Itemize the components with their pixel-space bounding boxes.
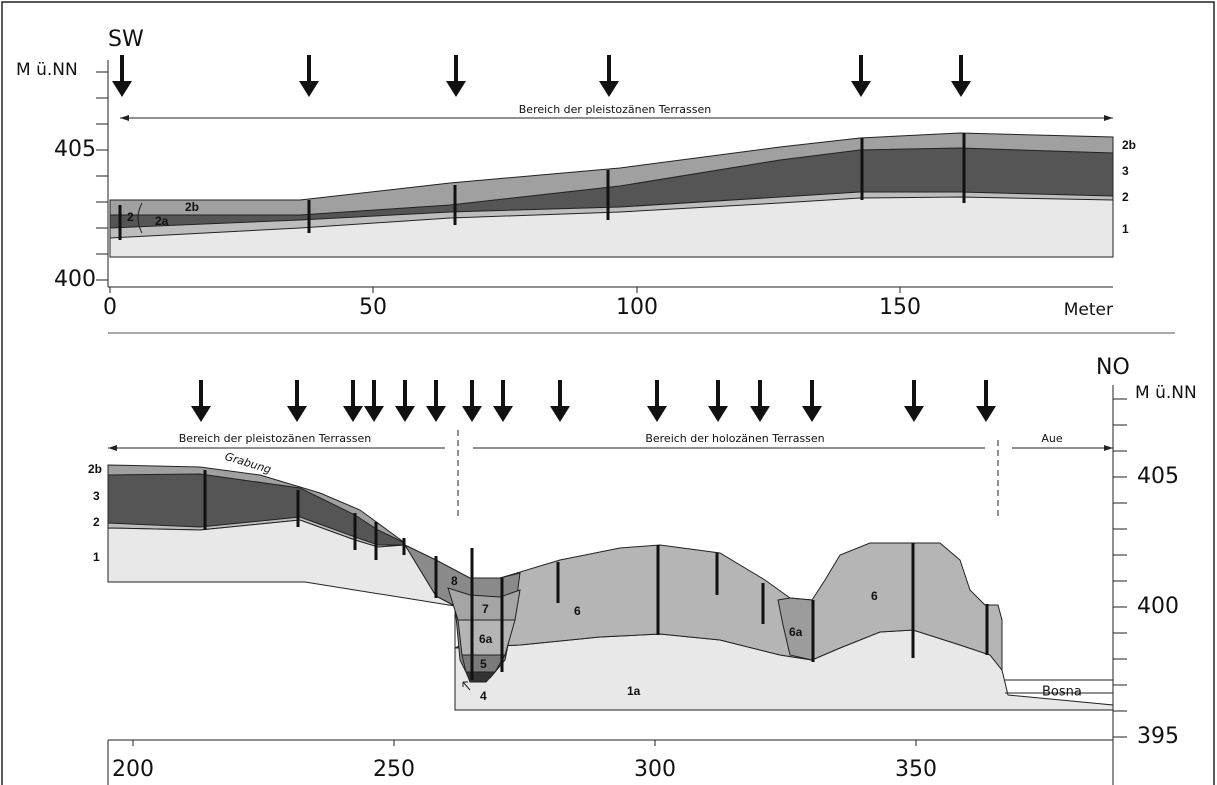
arrow-head	[904, 406, 924, 422]
arrow-head	[191, 406, 211, 422]
y-unit: M ü.NN	[1135, 383, 1197, 403]
arrow-head	[395, 406, 415, 422]
inner-label: 2a	[155, 214, 169, 228]
inner-label: 2b	[185, 200, 199, 214]
inner-label: 6a	[789, 625, 803, 639]
x-tick-label: 200	[112, 757, 154, 782]
layer-label: 2	[1122, 190, 1129, 204]
inner-label: 2	[127, 210, 134, 224]
direction: SW	[108, 27, 144, 52]
range-head	[120, 115, 129, 121]
arrow-head	[976, 406, 996, 422]
layer-label: 2	[93, 515, 100, 529]
inner-label: 8	[451, 574, 458, 588]
arrow-head	[599, 81, 619, 97]
arrow-head	[750, 406, 770, 422]
y-unit: M ü.NN	[16, 60, 78, 80]
x-tick-label: 100	[616, 295, 658, 320]
arrow-head	[462, 406, 482, 422]
arrow-head	[426, 406, 446, 422]
arrow-head	[446, 81, 466, 97]
y-tick-label: 405	[1137, 464, 1179, 489]
arrow-head	[851, 81, 871, 97]
x-tick-label: 50	[359, 295, 387, 320]
range-head	[1104, 445, 1113, 451]
arrow-head	[550, 406, 570, 422]
x-tick-label: 150	[879, 295, 921, 320]
x-unit: Meter	[1064, 300, 1113, 320]
inner-label: 6	[871, 589, 878, 603]
x-tick-label: 0	[103, 295, 117, 320]
range-label: Aue	[1041, 432, 1062, 445]
inner-label: 6	[574, 604, 581, 618]
layer	[108, 520, 455, 606]
annotation: Bosna	[1042, 685, 1082, 700]
x-tick-label: 300	[634, 757, 676, 782]
x-tick-label: 250	[373, 757, 415, 782]
y-tick-label: 400	[54, 267, 96, 292]
layer-label: 1	[1122, 222, 1129, 236]
inner-label: 7	[482, 602, 489, 616]
layer-label: 3	[93, 489, 100, 503]
y-tick-label: 395	[1137, 724, 1179, 749]
range-head	[108, 445, 117, 451]
arrow-head	[802, 406, 822, 422]
inner-label: 6a	[479, 632, 493, 646]
inner-label: 5	[480, 657, 487, 671]
arrow-head	[299, 81, 319, 97]
arrow-head	[343, 406, 363, 422]
inner-label: 4	[480, 689, 487, 703]
range-label: Bereich der pleistozänen Terrassen	[519, 103, 712, 116]
direction: NO	[1096, 355, 1130, 380]
inner-label: 1a	[627, 684, 641, 698]
cross-section-figure: SW M ü.NN 405 400 0 50 100 150 Meter Ber…	[0, 0, 1217, 785]
layer-label: 2b	[88, 462, 102, 476]
layer-label: 2b	[1122, 138, 1136, 152]
x-tick-label: 350	[895, 757, 937, 782]
arrow-head	[647, 406, 667, 422]
arrow-head	[951, 81, 971, 97]
arrow-head	[493, 406, 513, 422]
range-label: Bereich der pleistozänen Terrassen	[179, 432, 372, 445]
layer-label: 1	[93, 550, 100, 564]
range-head	[1104, 115, 1113, 121]
layer-label: 3	[1122, 164, 1129, 178]
arrow-head	[112, 81, 132, 97]
y-tick-label: 400	[1137, 594, 1179, 619]
arrow-head	[708, 406, 728, 422]
arrow-head	[364, 406, 384, 422]
arrow-head	[287, 406, 307, 422]
y-tick-label: 405	[54, 137, 96, 162]
geology-shapes	[108, 133, 1113, 710]
range-label: Bereich der holozänen Terrassen	[645, 432, 824, 445]
